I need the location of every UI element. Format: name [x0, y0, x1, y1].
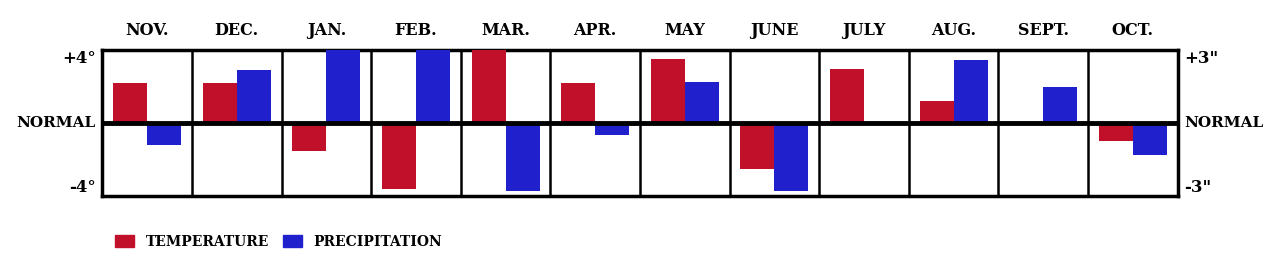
Text: NORMAL: NORMAL	[17, 116, 96, 130]
Bar	[471, 50, 506, 123]
Text: MAR.: MAR.	[481, 22, 530, 39]
Bar	[113, 83, 147, 123]
Bar	[381, 123, 416, 189]
Text: AUG.: AUG.	[931, 22, 977, 39]
Text: SEPT.: SEPT.	[1018, 22, 1069, 39]
Bar	[292, 123, 326, 151]
Text: NOV.: NOV.	[125, 22, 169, 39]
Text: JUNE: JUNE	[750, 22, 799, 39]
Bar	[1098, 123, 1133, 141]
Bar	[147, 123, 182, 145]
Legend: TEMPERATURE, PRECIPITATION: TEMPERATURE, PRECIPITATION	[109, 229, 448, 254]
Text: +3": +3"	[1184, 50, 1219, 67]
Bar	[202, 83, 237, 123]
Text: FEB.: FEB.	[394, 22, 438, 39]
Text: NORMAL: NORMAL	[1184, 116, 1263, 130]
Bar	[829, 69, 864, 123]
Text: +4°: +4°	[63, 50, 96, 67]
Text: APR.: APR.	[573, 22, 617, 39]
Bar	[1043, 87, 1078, 123]
Bar	[416, 26, 451, 123]
Bar	[1133, 123, 1167, 155]
Text: MAY: MAY	[664, 22, 705, 39]
Bar	[326, 26, 361, 123]
Text: -3": -3"	[1184, 179, 1211, 196]
Bar	[561, 83, 595, 123]
Bar	[919, 101, 954, 123]
Bar	[774, 123, 809, 191]
Bar	[506, 123, 540, 191]
Bar	[650, 59, 685, 123]
Bar	[685, 82, 719, 123]
Bar	[954, 60, 988, 123]
Text: OCT.: OCT.	[1112, 22, 1153, 39]
Bar	[237, 70, 271, 123]
Text: JAN.: JAN.	[307, 22, 346, 39]
Bar	[595, 123, 630, 135]
Text: JULY: JULY	[842, 22, 886, 39]
Bar	[740, 123, 774, 169]
Text: -4°: -4°	[69, 179, 96, 196]
Text: DEC.: DEC.	[215, 22, 259, 39]
